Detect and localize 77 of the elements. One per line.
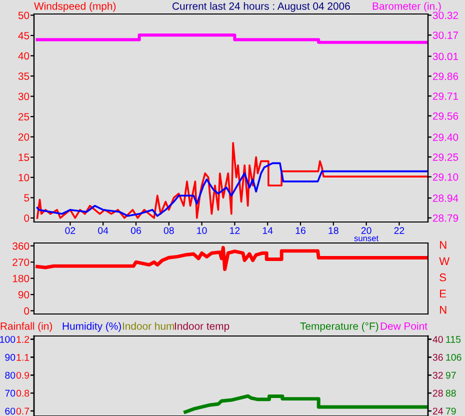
y-tick-label: 70 <box>5 390 16 397</box>
y-tick-label: 90 <box>18 291 30 298</box>
y2-tick-label: 0.7 <box>16 408 30 415</box>
text: N <box>440 241 446 249</box>
y-tick-label: 35 <box>18 72 30 80</box>
y2-tick-label: 28.94 <box>432 194 458 202</box>
y2-tick-label: 79 <box>446 408 456 415</box>
y-tick-label: 180 <box>12 274 30 282</box>
y-axis-title: Windspeed (mph) <box>34 2 116 12</box>
chart-title: Current last 24 hours : August 04 2006 <box>172 2 350 12</box>
y-tick-label: 0 <box>24 307 30 315</box>
text: E <box>440 290 446 298</box>
y-tick-label: 80 <box>5 372 16 379</box>
y2-tick-label: 29.56 <box>432 112 458 120</box>
y-tick-label: 15 <box>18 154 30 162</box>
y-tick-label: 270 <box>12 258 30 266</box>
y2-tick-label: 29.25 <box>432 153 458 161</box>
y2-tick-label: 29.10 <box>432 173 458 181</box>
line-series <box>36 142 428 219</box>
x-tick-label: 12 <box>230 227 240 234</box>
y2-tick-label: 1.2 <box>16 336 30 343</box>
y-axis-title: Indoor temp <box>174 322 230 332</box>
y2-tick-label: 30.01 <box>432 52 458 60</box>
x-tick-label: 10 <box>197 227 207 234</box>
y-tick-label: 40 <box>432 336 443 343</box>
y-tick-label: 50 <box>18 12 30 20</box>
text: N <box>440 306 446 314</box>
y2-tick-label: 29.71 <box>432 92 458 100</box>
y2-tick-label: 29.86 <box>432 72 458 80</box>
text: Temperature (°F) <box>300 322 378 332</box>
y2-tick-label: 30.32 <box>432 12 458 20</box>
y-tick-label: 20 <box>18 133 30 141</box>
text: Dew Point <box>380 322 428 330</box>
y-tick-label: 10 <box>18 174 30 182</box>
y2-tick-label: 0.8 <box>16 390 30 397</box>
x-tick-label: 06 <box>130 227 141 234</box>
x-tick-label: 20 <box>361 227 372 234</box>
y2-tick-label: 88 <box>446 390 456 397</box>
text: Humidity (%) <box>62 322 121 332</box>
y-tick-label: 5 <box>24 194 30 202</box>
y2-tick-label: 30.17 <box>432 32 458 39</box>
y2-tick-label: 29.40 <box>432 134 458 141</box>
y2-axis-title: Rainfall (in) <box>0 322 52 332</box>
text: sunset <box>354 236 378 242</box>
y-tick-label: 32 <box>432 372 443 379</box>
y2-tick-label: 106 <box>446 354 462 361</box>
y2-axis-title: Barometer (in.) <box>372 2 441 12</box>
y-tick-label: 360 <box>12 242 30 250</box>
y2-tick-label: 1.1 <box>16 354 30 361</box>
y-tick-label: 90 <box>5 354 16 361</box>
x-tick-label: 18 <box>328 227 338 234</box>
y-tick-label: 100 <box>0 336 16 343</box>
line-series <box>36 162 428 217</box>
y-tick-label: 28 <box>432 390 443 397</box>
y-tick-label: 36 <box>432 354 443 361</box>
y-tick-label: 40 <box>18 52 30 60</box>
y2-tick-label: 97 <box>446 372 456 379</box>
y-tick-label: 45 <box>18 32 30 40</box>
y-tick-label: 0 <box>24 214 30 222</box>
x-tick-label: 02 <box>65 227 76 234</box>
y2-tick-label: 115 <box>446 336 461 343</box>
text: W <box>439 257 450 265</box>
text: S <box>440 273 446 282</box>
y-tick-label: 60 <box>5 408 16 415</box>
x-tick-label: 16 <box>296 227 306 234</box>
y-tick-label: 30 <box>18 92 30 100</box>
y-tick-label: 24 <box>432 408 443 414</box>
y2-tick-label: 28.79 <box>432 214 458 222</box>
y2-tick-label: 0.9 <box>16 372 30 379</box>
line-series <box>36 246 428 272</box>
x-tick-label: 04 <box>98 227 108 234</box>
y-tick-label: 25 <box>18 113 30 120</box>
text: Indoor hum <box>122 322 174 330</box>
line-series <box>184 394 428 414</box>
x-tick-label: 22 <box>394 227 404 234</box>
x-tick-label: 14 <box>262 227 273 234</box>
x-tick-label: 08 <box>164 227 174 234</box>
